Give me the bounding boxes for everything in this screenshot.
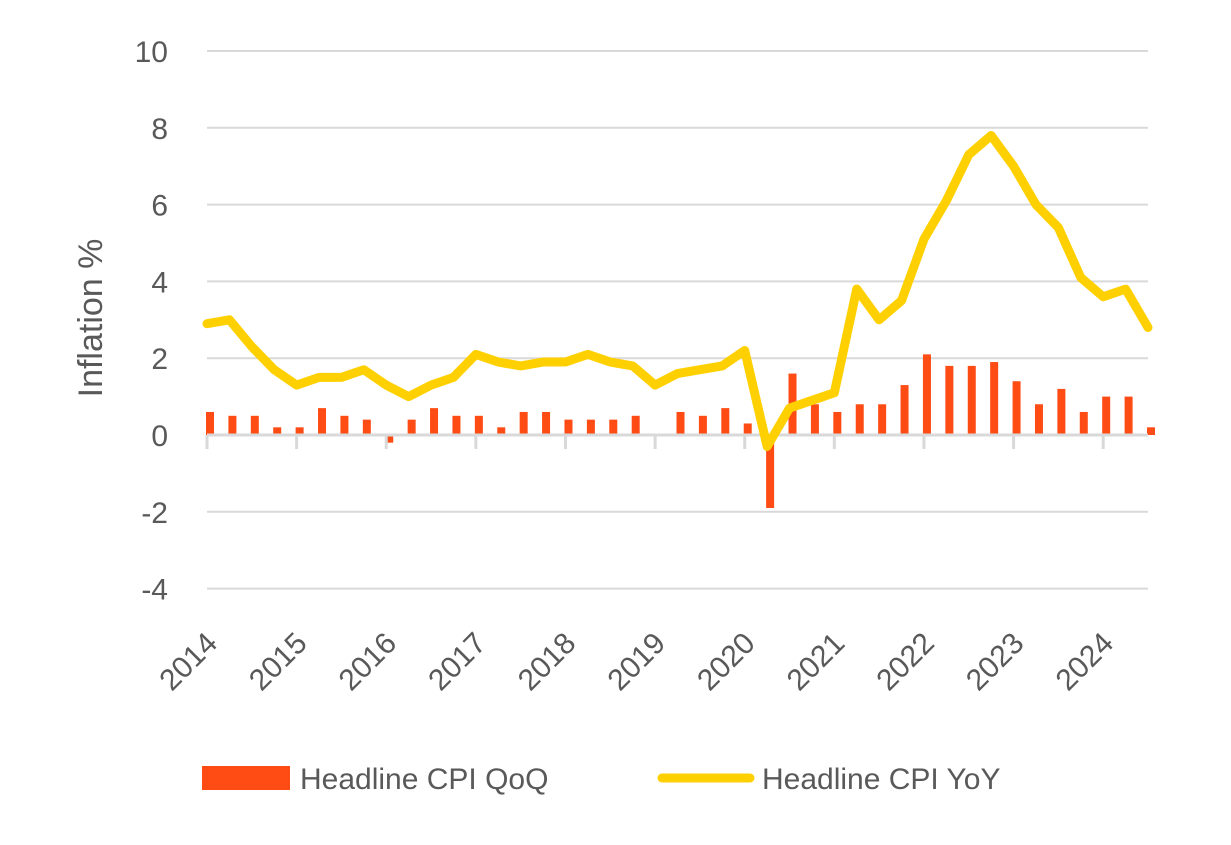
yoy-line: [202, 130, 1153, 452]
x-tick-label: 2020: [691, 627, 762, 698]
bar: [900, 385, 909, 435]
bar: [721, 408, 730, 435]
x-tick-label: 2024: [1050, 627, 1121, 698]
bar: [318, 408, 327, 435]
bar: [586, 419, 595, 435]
y-tick-label: 0: [151, 420, 168, 453]
x-tick-label: 2016: [333, 627, 404, 698]
bar: [542, 411, 551, 435]
bar: [878, 404, 887, 435]
bar: [1012, 381, 1021, 435]
y-tick-label: 4: [151, 266, 168, 299]
bar: [1034, 404, 1043, 435]
bar: [1079, 411, 1088, 435]
legend-label-yoy: Headline CPI YoY: [762, 763, 1001, 796]
bar: [519, 411, 528, 435]
bar: [452, 415, 461, 435]
bar: [474, 415, 483, 435]
x-tick-label: 2018: [512, 627, 583, 698]
bar: [564, 419, 573, 435]
legend-swatch-qoq: [202, 766, 290, 790]
bar: [743, 423, 752, 435]
gridlines: [207, 50, 1148, 590]
bar: [407, 419, 416, 435]
y-tick-label: 6: [151, 190, 168, 223]
bar: [273, 427, 282, 435]
y-axis-tick-labels: -4 -2 0 2 4 6 8 10: [135, 36, 168, 607]
legend-label-qoq: Headline CPI QoQ: [300, 763, 548, 796]
x-tick-label: 2022: [870, 627, 941, 698]
x-tick-label: 2019: [602, 627, 673, 698]
qoq-bars: [206, 354, 1155, 508]
legend: Headline CPI QoQ Headline CPI YoY: [202, 763, 1001, 796]
bar: [676, 411, 685, 435]
bar: [1057, 388, 1066, 435]
bar: [609, 419, 618, 435]
bar: [945, 365, 954, 435]
y-tick-label: 10: [135, 36, 168, 69]
bar: [385, 435, 394, 443]
bar: [631, 415, 640, 435]
bar: [497, 427, 506, 435]
bar: [228, 415, 237, 435]
x-tick-label: 2017: [422, 627, 493, 698]
y-tick-label: -2: [141, 497, 168, 530]
bar: [1124, 396, 1133, 435]
bar: [430, 408, 439, 435]
y-tick-label: 8: [151, 113, 168, 146]
bar: [206, 411, 214, 435]
x-tick-label: 2021: [781, 627, 852, 698]
yoy-line-path: [202, 130, 1153, 452]
bar: [340, 415, 349, 435]
bar: [833, 411, 842, 435]
bar: [855, 404, 864, 435]
bar: [698, 415, 707, 435]
bar: [362, 419, 371, 435]
x-axis: [205, 433, 1148, 449]
bar: [967, 365, 976, 435]
bar: [295, 427, 304, 435]
y-axis-title: Inflation %: [72, 239, 110, 398]
x-tick-label: 2023: [960, 627, 1031, 698]
y-tick-label: -4: [141, 574, 168, 607]
bar: [1147, 427, 1155, 435]
x-tick-label: 2015: [243, 627, 314, 698]
bar: [250, 415, 259, 435]
bar: [810, 404, 819, 435]
bar: [922, 354, 931, 435]
y-tick-label: 2: [151, 343, 168, 376]
bar: [1102, 396, 1111, 435]
x-tick-label: 2014: [153, 627, 224, 698]
bar: [766, 435, 775, 508]
x-axis-tick-labels: 2014 2015 2016 2017 2018 2019 2020 2021 2022 2023…: [153, 627, 1120, 698]
bar: [990, 362, 999, 435]
